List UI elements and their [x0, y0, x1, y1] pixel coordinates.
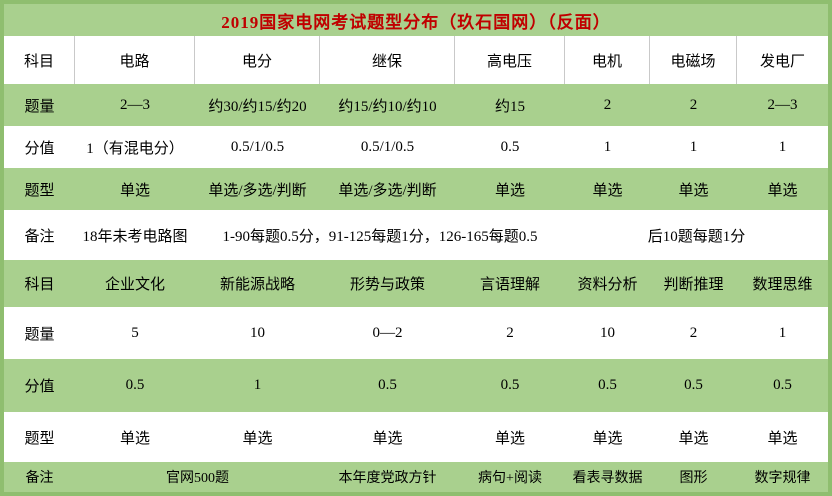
- table-cell-merged: 1-90每题0.5分，91-125每题1分，126-165每题0.5: [222, 228, 538, 245]
- row-quantity-top: 题量 2—3 约30/约15/约20 约15/约10/约10 约15 2 2 2…: [4, 84, 828, 126]
- table-cell: 单选: [494, 430, 525, 447]
- table-cell: 电分: [195, 36, 320, 84]
- row-header-type: 题型: [24, 182, 55, 199]
- table-cell: 约30/约15/约20: [208, 98, 307, 115]
- table-cell: 0.5: [125, 377, 145, 393]
- table-cell: 电路: [75, 36, 195, 84]
- table-cell: 1: [253, 377, 262, 393]
- page-title: 2019国家电网考试题型分布（玖石国网）（反面）: [4, 4, 828, 36]
- table-cell: 0—2: [372, 324, 403, 341]
- table-cell: 10: [250, 324, 265, 341]
- table-cell: 1: [603, 138, 612, 155]
- table-cell: 2: [603, 96, 612, 113]
- table-cell: 企业文化: [104, 277, 165, 293]
- table-cell: 单选: [678, 182, 709, 199]
- table-cell: 看表寻数据: [572, 471, 643, 486]
- table-cell: 单选: [119, 430, 150, 447]
- table-cell: 约15: [494, 98, 525, 115]
- row-header-type: 题型: [24, 430, 55, 447]
- table-cell: 新能源战略: [219, 277, 295, 293]
- table-cell: 继保: [320, 36, 455, 84]
- table-cell: 形势与政策: [349, 277, 425, 293]
- table-cell: 1（有混电分）: [86, 140, 184, 157]
- row-type-top: 题型 单选 单选/多选/判断 单选/多选/判断 单选 单选 单选 单选: [4, 168, 828, 210]
- table-cell: 单选: [678, 430, 709, 447]
- row-header-quantity: 题量: [24, 98, 55, 115]
- table-cell: 单选: [372, 430, 403, 447]
- row-score-bottom: 分值 0.5 1 0.5 0.5 0.5 0.5 0.5: [4, 359, 828, 412]
- table-cell-merged: 官网500题: [166, 471, 229, 486]
- row-header-score: 分值: [24, 379, 55, 395]
- table-cell: 单选: [767, 182, 798, 199]
- table-cell: 2: [506, 324, 514, 341]
- table-cell: 0.5/1/0.5: [230, 138, 285, 155]
- row-note-bottom: 备注 官网500题 本年度党政方针 病句+阅读 看表寻数据 图形 数字规律: [4, 462, 828, 492]
- row-header-quantity: 题量: [24, 326, 55, 343]
- table-cell: 数理思维: [752, 277, 813, 293]
- table-cell: 单选: [767, 430, 798, 447]
- table-cell: 2: [689, 324, 698, 341]
- table-cell: 电磁场: [650, 36, 737, 84]
- row-score-top: 分值 1（有混电分） 0.5/1/0.5 0.5/1/0.5 0.5 1 1 1: [4, 126, 828, 168]
- table-cell: 0.5: [684, 377, 703, 393]
- table-cell: 单选: [119, 182, 150, 199]
- table-cell: 单选: [494, 182, 525, 199]
- table-cell: 约15/约10/约10: [338, 98, 437, 115]
- table-cell: 图形: [679, 471, 708, 486]
- table-cell: 5: [131, 324, 139, 341]
- table-cell: 2—3: [120, 96, 150, 113]
- table-cell: 本年度党政方针: [338, 471, 437, 486]
- table-cell: 数字规律: [754, 471, 811, 486]
- table-cell: 2—3: [767, 96, 798, 113]
- table-cell: 单选/多选/判断: [208, 182, 307, 199]
- table-cell: 单选: [592, 182, 623, 199]
- row-header-score: 分值: [24, 140, 55, 157]
- table-cell: 1: [778, 324, 787, 341]
- table-cell: 0.5: [500, 138, 520, 155]
- table-cell: 发电厂: [759, 53, 805, 70]
- table-cell: 10: [600, 324, 615, 341]
- exam-distribution-table: 2019国家电网考试题型分布（玖石国网）（反面） 科目 电路 电分 继保 高电压…: [4, 4, 828, 492]
- table-cell: 资料分析: [577, 277, 638, 293]
- table-cell: 单选: [242, 430, 273, 447]
- row-header-note: 备注: [25, 471, 54, 486]
- table-cell: 0.5: [598, 377, 617, 393]
- table-cell: 18年未考电路图: [82, 228, 188, 245]
- row-type-bottom: 题型 单选 单选 单选 单选 单选 单选 单选: [4, 412, 828, 462]
- table-cell: 单选: [592, 430, 623, 447]
- table-cell: 电机: [565, 36, 650, 84]
- row-subject-bottom: 科目 企业文化 新能源战略 形势与政策 言语理解 资料分析 判断推理 数理思维: [4, 260, 828, 307]
- table-cell: 病句+阅读: [478, 471, 542, 486]
- row-note-top: 备注 18年未考电路图 1-90每题0.5分，91-125每题1分，126-16…: [4, 210, 828, 260]
- table-cell: 2: [689, 96, 698, 113]
- row-quantity-bottom: 题量 5 10 0—2 2 10 2 1: [4, 307, 828, 359]
- table-cell: 单选/多选/判断: [338, 182, 437, 199]
- row-header-note: 备注: [24, 228, 55, 245]
- table-cell-merged: 后10题每题1分: [647, 228, 746, 245]
- row-subject-top: 科目 电路 电分 继保 高电压 电机 电磁场 发电厂: [4, 36, 828, 84]
- table-cell: 1: [778, 138, 787, 155]
- row-header-subject: 科目: [4, 36, 75, 84]
- table-cell: 判断推理: [663, 277, 724, 293]
- table-cell: 0.5: [378, 377, 397, 393]
- table-cell: 1: [689, 138, 698, 155]
- table-cell: 0.5: [773, 377, 792, 393]
- table-cell: 0.5/1/0.5: [360, 138, 415, 155]
- table-cell: 高电压: [455, 36, 565, 84]
- row-header-subject: 科目: [24, 277, 55, 293]
- table-cell: 言语理解: [479, 277, 540, 293]
- table-cell: 0.5: [500, 377, 520, 393]
